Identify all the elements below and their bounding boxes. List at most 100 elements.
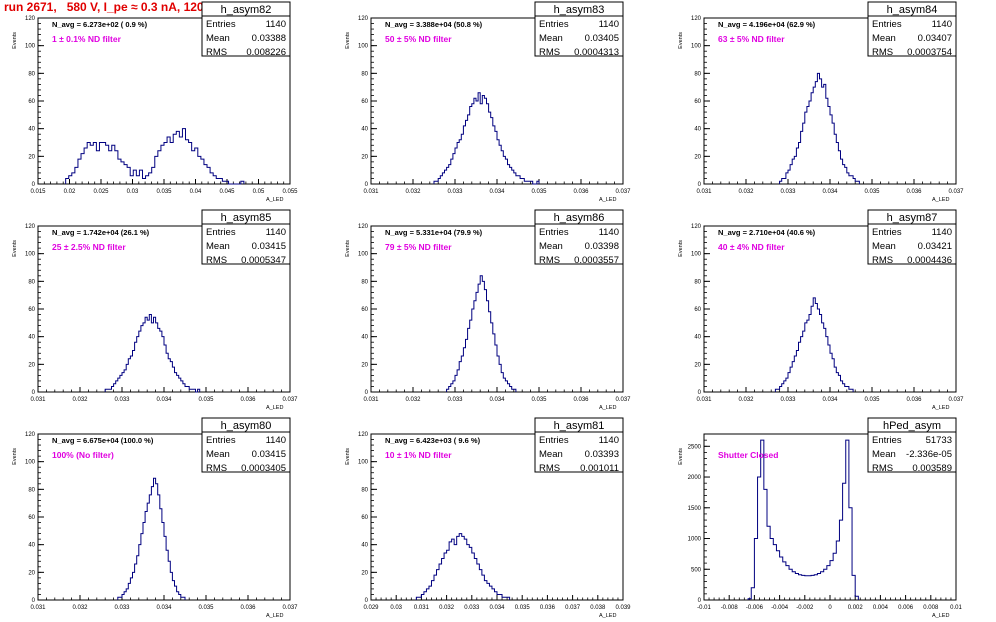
stats-value: 0.0003405: [241, 463, 286, 474]
y-tick-label: 60: [361, 307, 368, 313]
stats-value: 1140: [266, 227, 286, 238]
stats-box: [201, 209, 291, 265]
y-tick-label: 40: [361, 335, 368, 341]
stats-label: RMS: [872, 47, 893, 58]
stats-box: [867, 209, 957, 265]
y-axis-title: Events: [12, 240, 18, 257]
histogram-panel-h_asym83: 0.031 0.032 0.033 0.034 0.035 0.036 0.037 0 20 40…: [345, 1, 631, 203]
stats-box: [201, 1, 291, 57]
histogram-name: h_asym81: [554, 420, 605, 432]
y-tick-label: 20: [694, 154, 701, 160]
y-tick-label: 0: [32, 598, 36, 604]
stats-box: [867, 1, 957, 57]
stats-value: 1140: [266, 435, 286, 446]
y-tick-label: 40: [28, 127, 35, 133]
histogram-name: h_asym85: [221, 212, 272, 224]
x-tick-label: 0.04: [190, 189, 202, 195]
stats-label: Mean: [872, 449, 896, 460]
stats-value: 0.03421: [918, 241, 952, 252]
x-tick-label: 0.031: [414, 605, 430, 611]
x-tick-label: 0.037: [948, 397, 964, 403]
y-tick-label: 20: [694, 362, 701, 368]
x-tick-label: 0.036: [906, 397, 922, 403]
x-tick-label: 0.034: [822, 189, 838, 195]
y-tick-label: 0: [698, 598, 702, 604]
x-tick-label: 0.055: [282, 189, 298, 195]
stats-box: [867, 417, 957, 473]
y-tick-label: 0: [698, 390, 702, 396]
y-tick-label: 0: [365, 390, 369, 396]
y-tick-label: 100: [691, 252, 702, 258]
x-tick-label: 0.035: [156, 189, 172, 195]
filter-label: 25 ± 2.5% ND filter: [52, 242, 126, 252]
x-tick-label: 0.031: [30, 397, 46, 403]
stats-value: 1140: [932, 19, 952, 30]
stats-label: RMS: [206, 47, 227, 58]
x-tick-label: 0.038: [590, 605, 606, 611]
stats-label: Entries: [872, 227, 902, 238]
x-tick-label: 0.033: [114, 605, 130, 611]
stats-value: 0.03388: [252, 33, 286, 44]
filter-label: 10 ± 1% ND filter: [385, 450, 452, 460]
stats-box: [201, 417, 291, 473]
y-tick-label: 120: [25, 432, 36, 438]
x-tick-label: -0.006: [746, 605, 764, 611]
histogram-line: [415, 533, 511, 600]
stats-value: 0.0005347: [241, 255, 286, 266]
y-tick-label: 60: [361, 99, 368, 105]
y-tick-label: 40: [28, 335, 35, 341]
stats-value: 0.008226: [246, 47, 286, 58]
x-tick-label: -0.01: [697, 605, 711, 611]
navg-annotation: N_avg = 1.742e+04 (26.1 %): [52, 228, 150, 237]
x-tick-label: 0.033: [780, 397, 796, 403]
stats-box: [534, 417, 624, 473]
y-tick-label: 100: [25, 460, 36, 466]
x-tick-label: 0.03: [127, 189, 139, 195]
x-tick-label: 0.029: [363, 605, 379, 611]
x-tick-label: 0.037: [615, 397, 631, 403]
stats-label: Entries: [206, 435, 236, 446]
stats-label: Mean: [872, 33, 896, 44]
x-tick-label: 0.037: [282, 605, 298, 611]
y-tick-label: 120: [358, 224, 369, 230]
x-axis-title: A_LED: [932, 613, 949, 619]
x-tick-label: 0.036: [573, 397, 589, 403]
y-tick-label: 40: [694, 127, 701, 133]
y-tick-label: 0: [365, 598, 369, 604]
stats-label: Entries: [539, 19, 569, 30]
stats-label: Mean: [539, 449, 563, 460]
y-tick-label: 100: [691, 44, 702, 50]
x-tick-label: 0.037: [565, 605, 581, 611]
stats-value: 0.03393: [585, 449, 619, 460]
x-tick-label: 0.033: [780, 189, 796, 195]
y-tick-label: 120: [25, 224, 36, 230]
y-tick-label: 0: [365, 182, 369, 188]
stats-value: 1140: [599, 227, 619, 238]
x-tick-label: 0.032: [738, 189, 754, 195]
x-axis-title: A_LED: [266, 405, 283, 411]
y-tick-label: 40: [694, 335, 701, 341]
histogram-panel-h_asym81: 0.029 0.03 0.031 0.032 0.033 0.034 0.035 0.036 0…: [345, 417, 631, 619]
x-tick-label: 0.035: [198, 397, 214, 403]
x-tick-label: 0.03: [390, 605, 402, 611]
x-tick-label: 0.031: [363, 397, 379, 403]
y-tick-label: 80: [361, 487, 368, 493]
x-tick-label: 0.037: [948, 189, 964, 195]
x-tick-label: 0.035: [864, 397, 880, 403]
histogram-name: hPed_asym: [883, 420, 941, 432]
x-tick-label: -0.008: [721, 605, 739, 611]
y-tick-label: 120: [691, 224, 702, 230]
histogram-line: [446, 275, 517, 392]
y-tick-label: 20: [361, 154, 368, 160]
y-tick-label: 80: [694, 71, 701, 77]
y-tick-label: 2500: [688, 444, 702, 450]
y-tick-label: 120: [25, 16, 36, 22]
stats-label: RMS: [872, 255, 893, 266]
x-tick-label: 0.036: [906, 189, 922, 195]
y-axis-title: Events: [345, 448, 351, 465]
x-tick-label: 0.01: [950, 605, 962, 611]
x-tick-label: 0.033: [114, 397, 130, 403]
stats-value: 0.0003557: [574, 255, 619, 266]
x-tick-label: 0.034: [489, 605, 505, 611]
